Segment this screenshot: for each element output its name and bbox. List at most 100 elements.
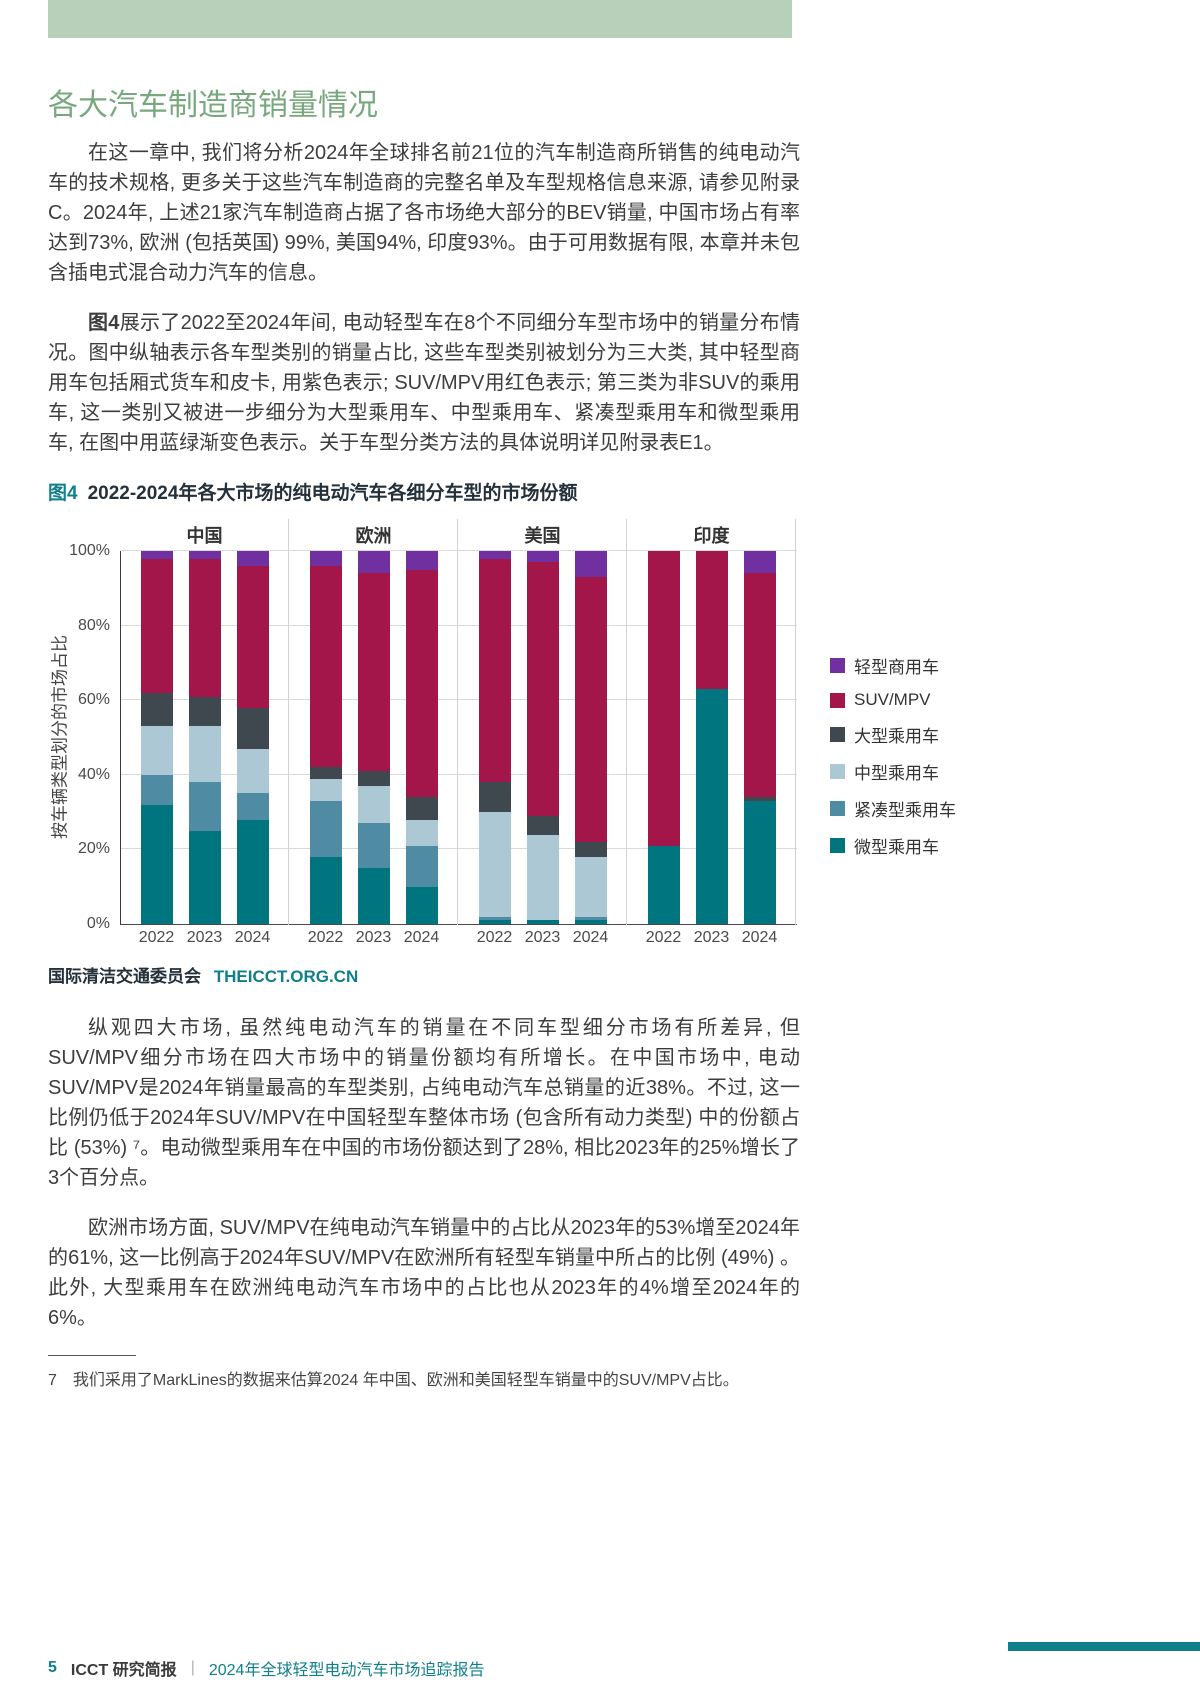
paragraph-figure-description: 图4展示了2022至2024年间, 电动轻型车在8个不同细分车型市场中的销量分布…: [48, 308, 800, 458]
group-separator: [288, 519, 289, 925]
year-label: 2024: [572, 929, 609, 946]
group-separator: [795, 519, 796, 925]
legend-label: 中型乘用车: [854, 764, 939, 783]
bar-segment-大型乘用车: [140, 692, 173, 727]
bar-segment-紧凑型乘用车: [357, 823, 390, 869]
bar-segment-SUV/MPV: [526, 562, 559, 816]
bar-segment-紧凑型乘用车: [405, 845, 438, 887]
bar-segment-紧凑型乘用车: [478, 916, 511, 921]
footer-brand: ICCT 研究简报: [70, 1662, 177, 1679]
y-tick-label: 40%: [77, 765, 110, 783]
figure-reference: 图4: [88, 312, 120, 334]
year-label: 2023: [186, 929, 223, 946]
bar-segment-中型乘用车: [309, 778, 342, 801]
legend-swatch-icon: [830, 658, 845, 673]
legend-item-轻型商用车: 轻型商用车: [830, 653, 956, 678]
stacked-bar-欧洲-2024: [405, 551, 438, 924]
legend-swatch-icon: [830, 801, 845, 816]
group-year-labels: 2022 2023 2024: [289, 924, 458, 952]
bar-segment-微型乘用车: [140, 804, 173, 924]
figure-source: 国际清洁交通委员会 THEICCT.ORG.CN: [48, 962, 968, 987]
legend-label: 紧凑型乘用车: [854, 801, 956, 820]
bar-segment-SUV/MPV: [478, 558, 511, 783]
footer-accent-bar: [1008, 1642, 1200, 1651]
group-year-labels: 2022 2023 2024: [627, 924, 796, 952]
legend-swatch-icon: [830, 764, 845, 779]
y-tick-label: 80%: [77, 616, 110, 634]
year-label: 2022: [307, 929, 344, 946]
group-label: 印度: [693, 526, 730, 546]
group-separator: [457, 519, 458, 925]
bar-segment-微型乘用车: [647, 845, 680, 924]
stacked-bar-欧洲-2022: [309, 551, 342, 924]
bar-segment-微型乘用车: [574, 920, 607, 924]
legend-item-SUV/MPV: SUV/MPV: [830, 690, 956, 710]
year-label: 2022: [476, 929, 513, 946]
group-label: 欧洲: [355, 526, 392, 546]
bar-segment-微型乘用车: [743, 800, 776, 924]
group-label: 中国: [186, 526, 223, 546]
stacked-bar-欧洲-2023: [357, 551, 390, 924]
year-label: 2024: [741, 929, 778, 946]
bar-segment-微型乘用车: [309, 856, 342, 924]
bar-segment-轻型商用车: [574, 551, 607, 578]
bar-segment-轻型商用车: [743, 551, 776, 574]
footer-separator: |: [190, 1659, 195, 1676]
bar-segment-中型乘用车: [140, 726, 173, 775]
bar-segment-大型乘用车: [526, 815, 559, 835]
bar-segment-中型乘用车: [405, 819, 438, 846]
bar-segment-SUV/MPV: [236, 565, 269, 708]
footnote-number: 7: [48, 1372, 57, 1389]
year-label: 2022: [645, 929, 682, 946]
year-label: 2023: [524, 929, 561, 946]
footnote-divider: [48, 1355, 136, 1356]
bar-segment-大型乘用车: [309, 767, 342, 779]
source-url-link[interactable]: THEICCT.ORG.CN: [213, 967, 359, 986]
paragraph-four-markets: 纵观四大市场, 虽然纯电动汽车的销量在不同车型细分市场有所差异, 但SUV/MP…: [48, 1017, 800, 1189]
footer-report-title: 2024年全球轻型电动汽车市场追踪报告: [208, 1662, 485, 1679]
bar-segment-SUV/MPV: [695, 551, 728, 690]
footnote-text: 我们采用了MarkLines的数据来估算2024 年中国、欧洲和美国轻型车销量中…: [72, 1372, 739, 1389]
y-tick-label: 60%: [77, 691, 110, 709]
gridline: [121, 773, 797, 775]
bar-segment-轻型商用车: [140, 551, 173, 559]
group-label: 美国: [524, 526, 561, 546]
chart-group-印度: 印度 2022 2023 2024: [627, 519, 796, 952]
stacked-bar-中国-2023: [188, 551, 221, 924]
bar-segment-紧凑型乘用车: [188, 782, 221, 831]
legend-item-紧凑型乘用车: 紧凑型乘用车: [830, 796, 956, 821]
section-title: 各大汽车制造商销量情况: [48, 89, 378, 122]
bar-segment-SUV/MPV: [743, 573, 776, 798]
header-accent-bar: [48, 0, 792, 38]
chart-y-axis-ticks: 0% 20% 40% 60% 80% 100%: [48, 519, 116, 952]
bar-segment-SUV/MPV: [647, 551, 680, 846]
bar-segment-中型乘用车: [188, 726, 221, 783]
bar-segment-轻型商用车: [309, 551, 342, 566]
bar-segment-紧凑型乘用车: [236, 793, 269, 820]
bar-segment-大型乘用车: [574, 841, 607, 857]
stacked-bar-美国-2023: [526, 551, 559, 924]
legend-label: 微型乘用车: [854, 838, 939, 857]
paragraph-europe: 欧洲市场方面, SUV/MPV在纯电动汽车销量中的占比从2023年的53%增至2…: [48, 1217, 800, 1329]
stacked-bar-美国-2022: [478, 551, 511, 924]
y-tick-label: 0%: [86, 915, 110, 932]
bar-segment-中型乘用车: [236, 748, 269, 794]
bar-segment-微型乘用车: [236, 819, 269, 924]
year-label: 2022: [138, 929, 175, 946]
paragraph-figure-description-text: 展示了2022至2024年间, 电动轻型车在8个不同细分车型市场中的销量分布情况…: [48, 312, 800, 454]
stacked-bar-中国-2022: [140, 551, 173, 924]
chart-groups: 中国 2022 2023 2024 欧洲 2022 2023 2024 美国 2022 2023 20…: [120, 519, 796, 952]
bar-segment-SUV/MPV: [357, 573, 390, 772]
bar-segment-SUV/MPV: [574, 577, 607, 842]
bar-segment-SUV/MPV: [309, 565, 342, 768]
group-year-labels: 2022 2023 2024: [458, 924, 627, 952]
group-bars: [458, 551, 627, 924]
bar-segment-中型乘用车: [357, 786, 390, 824]
stacked-bar-印度-2022: [647, 551, 680, 924]
group-separator: [626, 519, 627, 925]
year-label: 2023: [355, 929, 392, 946]
bar-segment-轻型商用车: [236, 551, 269, 566]
bar-segment-轻型商用车: [478, 551, 511, 559]
year-label: 2024: [234, 929, 271, 946]
